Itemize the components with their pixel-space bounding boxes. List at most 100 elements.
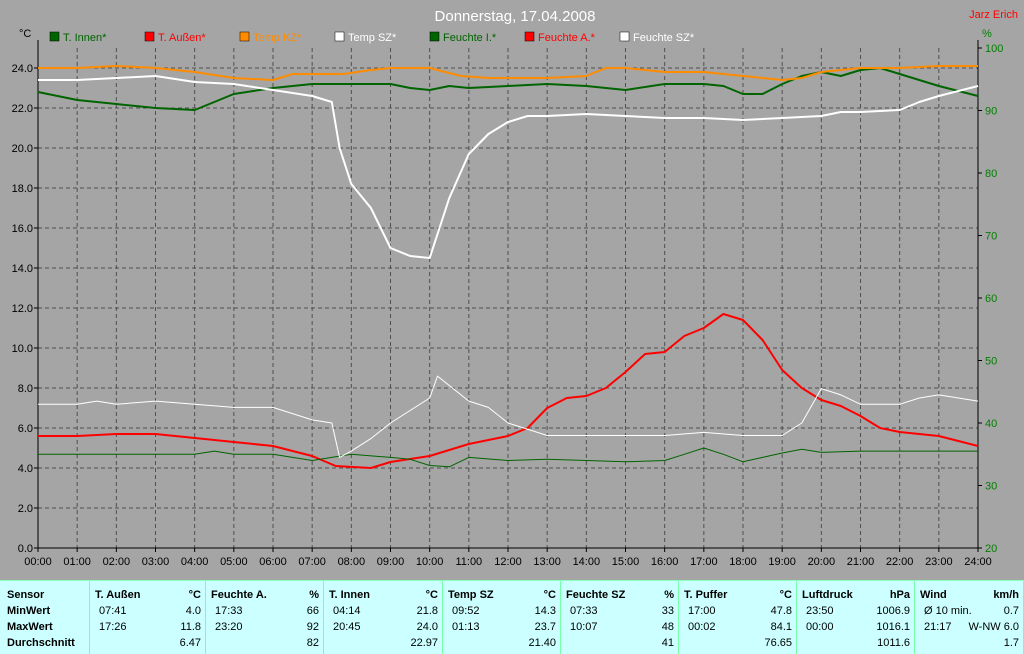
x-tick-label: 20:00: [808, 556, 836, 568]
x-tick-label: 12:00: [494, 556, 522, 568]
x-tick-label: 11:00: [455, 556, 482, 568]
legend-swatch: [144, 31, 155, 42]
x-tick-label: 21:00: [847, 556, 875, 568]
y-left-tick-label: 24.0: [12, 63, 33, 75]
legend-item: Feuchte I.*: [429, 31, 497, 44]
legend-swatch: [619, 31, 630, 42]
series-line-feuchte-i: [38, 447, 978, 468]
legend-label: Feuchte A.*: [538, 32, 596, 44]
y-left-tick-label: 14.0: [12, 263, 33, 275]
stats-cell-time: 17:26: [99, 621, 127, 633]
y-left-tick-label: 16.0: [12, 223, 33, 235]
legend-label: T. Innen*: [63, 32, 107, 44]
series-line-t-innen: [37, 67, 979, 111]
stats-cell-time: 21:17: [924, 621, 952, 633]
stats-cell-time: 10:07: [570, 621, 598, 633]
y-left-tick-label: 6.0: [18, 423, 33, 435]
series-line-t-au-en: [38, 313, 979, 469]
legend-item: T. Innen*: [49, 31, 107, 44]
stats-cell-time: Ø 10 min.: [924, 605, 972, 617]
x-tick-label: 16:00: [651, 556, 679, 568]
x-tick-label: 22:00: [886, 556, 914, 568]
legend-swatch: [429, 31, 440, 42]
stats-cell-value: 4.0: [185, 605, 201, 617]
stats-cell-time: 07:33: [570, 605, 598, 617]
y-right-tick-label: 20: [985, 543, 997, 555]
stats-cell-value: 92: [306, 621, 319, 633]
y-left-tick-label: 12.0: [12, 303, 33, 315]
y-right-tick-label: 70: [985, 231, 997, 243]
x-tick-label: 23:00: [925, 556, 953, 568]
stats-cell-value: 47.8: [770, 605, 792, 617]
stats-cell-value: 84.1: [770, 621, 792, 633]
x-tick-label: 03:00: [142, 556, 170, 568]
stats-col-unit: %: [664, 589, 674, 601]
y-right-tick-label: 30: [985, 481, 997, 493]
y-left-tick-label: 20.0: [12, 143, 33, 155]
stats-col-unit: °C: [425, 589, 438, 601]
y-right-tick-label: 90: [985, 106, 997, 118]
stats-col-unit: hPa: [889, 589, 910, 601]
legend-item: Feuchte A.*: [524, 31, 596, 44]
stats-cell-time: 04:14: [333, 605, 361, 617]
x-tick-label: 14:00: [573, 556, 601, 568]
legend-item: Temp SZ*: [334, 31, 397, 44]
stats-header-sensor: Sensor: [7, 589, 45, 601]
x-tick-label: 24:00: [964, 556, 992, 568]
stats-cell-value: 6.47: [179, 637, 201, 649]
legend-item: Feuchte SZ*: [619, 31, 695, 44]
stats-cell-value: 1016.1: [876, 621, 910, 633]
stats-cell-value: 1006.9: [876, 605, 910, 617]
stats-col-unit: °C: [543, 589, 556, 601]
stats-col-sensor: Sensor MinWert MaxWert Durchschnitt: [0, 581, 90, 654]
stats-row-label: Durchschnitt: [7, 637, 75, 649]
stats-col-name: T. Innen: [329, 589, 370, 601]
stats-col: Temp SZ °C 09:52 14.3 01:13 23.7 21.40: [443, 581, 561, 654]
stats-col-name: T. Außen: [95, 589, 141, 601]
stats-cell-time: 23:50: [806, 605, 834, 617]
stats-cell-time: 00:00: [806, 621, 834, 633]
stats-cell-time: 17:33: [215, 605, 243, 617]
stats-cell-value: 66: [306, 605, 319, 617]
stats-col: Wind km/h Ø 10 min. 0.7 21:17 W-NW 6.0 1.7: [915, 581, 1024, 654]
x-tick-label: 09:00: [377, 556, 405, 568]
stats-col-unit: °C: [779, 589, 792, 601]
y-left-tick-label: 22.0: [12, 103, 33, 115]
series-line-feuchte-sz: [38, 375, 979, 458]
stats-col: T. Puffer °C 17:00 47.8 00:02 84.1 76.65: [679, 581, 797, 654]
legend-label: Temp KZ*: [253, 32, 302, 44]
stats-cell-value: 41: [661, 637, 674, 649]
x-tick-label: 00:00: [24, 556, 52, 568]
x-tick-label: 07:00: [298, 556, 326, 568]
stats-cell-time: 00:02: [688, 621, 716, 633]
stats-cell-time: 17:00: [688, 605, 716, 617]
series-line-temp-sz: [38, 75, 979, 259]
y-right-tick-label: 50: [985, 356, 997, 368]
x-tick-label: 06:00: [259, 556, 287, 568]
legend-item: T. Außen*: [144, 31, 206, 44]
series-line-temp-kz: [38, 65, 978, 81]
legend-label: Feuchte SZ*: [633, 32, 695, 44]
x-tick-label: 04:00: [181, 556, 209, 568]
stats-col-name: Luftdruck: [802, 589, 853, 601]
y-left-tick-label: 0.0: [18, 543, 33, 555]
stats-col-name: Feuchte A.: [211, 589, 267, 601]
stats-col: Luftdruck hPa 23:50 1006.9 00:00 1016.1 1011.6: [797, 581, 915, 654]
y-right-unit: %: [982, 28, 992, 40]
stats-col: T. Außen °C 07:41 4.0 17:26 11.8 6.47: [90, 581, 206, 654]
stats-cell-value: 23.7: [534, 621, 556, 633]
legend-item: Temp KZ*: [239, 31, 302, 44]
stats-cell-value: 48: [661, 621, 674, 633]
stats-col: Feuchte SZ% 07:33 33 10:07 48 41: [561, 581, 679, 654]
author-label: Jarz Erich: [969, 9, 1018, 21]
legend-label: Feuchte I.*: [443, 32, 497, 44]
stats-cell-value: 0.7: [1003, 605, 1019, 617]
x-tick-label: 15:00: [612, 556, 640, 568]
y-right-tick-label: 80: [985, 168, 997, 180]
stats-col-name: Wind: [920, 589, 947, 601]
x-tick-label: 10:00: [416, 556, 444, 568]
x-tick-label: 08:00: [338, 556, 366, 568]
stats-col-unit: %: [309, 589, 319, 601]
stats-cell-value: 21.40: [528, 637, 556, 649]
legend-swatch: [239, 31, 250, 42]
